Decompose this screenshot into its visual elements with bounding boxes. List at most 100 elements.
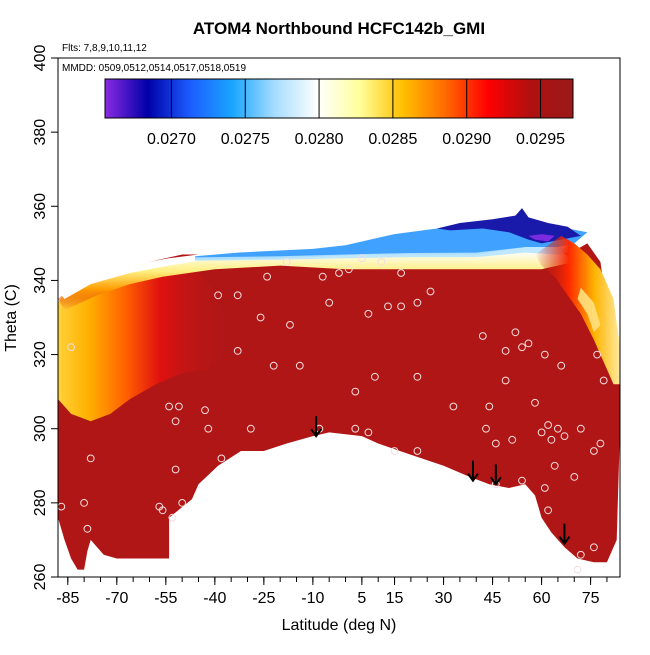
sample-point <box>413 447 422 455</box>
x-tick-label: -25 <box>252 590 275 607</box>
sample-point <box>540 484 549 492</box>
sample-point <box>485 402 494 411</box>
sample-point <box>544 506 552 515</box>
x-tick-label: 60 <box>533 590 551 607</box>
sample-point <box>511 328 520 337</box>
sample-point <box>593 350 601 359</box>
x-tick-label: -10 <box>301 590 324 607</box>
y-axis: 260 280 300 320 340 360 380 400 <box>32 45 58 590</box>
sample-point <box>377 258 386 266</box>
sample-point <box>80 499 88 507</box>
sample-point <box>233 291 242 300</box>
x-tick-label: 75 <box>582 590 600 607</box>
sample-point <box>171 465 180 474</box>
sample-point <box>158 506 167 515</box>
sample-point <box>596 439 605 448</box>
colorbar-tick-label: 0.0290 <box>442 131 491 148</box>
sample-point <box>165 402 174 411</box>
arrow-marker <box>490 464 502 487</box>
arrow-marker <box>467 460 479 483</box>
plot-frame <box>57 57 621 578</box>
sample-point <box>544 421 552 429</box>
sample-point <box>371 372 379 381</box>
y-tick-label: 340 <box>32 267 49 294</box>
sample-point <box>540 350 549 359</box>
y-tick-label: 400 <box>32 45 49 72</box>
colorbar-tick-label: 0.0270 <box>147 131 196 148</box>
sample-point <box>178 499 187 507</box>
x-tick-label: -85 <box>56 590 79 607</box>
sample-point <box>351 424 360 433</box>
y-tick-label: 280 <box>32 489 49 516</box>
x-tick-label: -55 <box>154 590 177 607</box>
sample-point <box>335 269 343 277</box>
sample-point <box>570 473 579 481</box>
x-tick-label: 45 <box>484 590 502 607</box>
sample-point <box>501 376 510 385</box>
arrow-marker <box>310 416 322 438</box>
sample-point <box>263 272 272 281</box>
sample-point <box>201 406 209 415</box>
y-tick-label: 300 <box>32 415 49 442</box>
sample-point <box>397 302 406 311</box>
colorbar-tick-label: 0.0285 <box>368 131 417 148</box>
sample-point <box>413 372 422 381</box>
x-tick-label: -70 <box>105 590 128 607</box>
sample-point <box>168 513 177 522</box>
colorbar-tick-label: 0.0275 <box>221 131 270 148</box>
sample-point <box>246 424 255 433</box>
sample-point <box>286 321 294 329</box>
sample-point <box>397 269 406 277</box>
sample-point <box>364 428 373 437</box>
sample-point <box>550 461 559 470</box>
sample-point <box>67 343 75 352</box>
x-tick-label: 30 <box>435 590 453 607</box>
field-north-core <box>577 287 601 333</box>
sample-point <box>351 387 360 396</box>
sample-point <box>547 435 556 444</box>
plot-area <box>58 208 620 574</box>
sample-point <box>482 424 490 433</box>
field-top-gradient <box>58 250 575 311</box>
y-tick-label: 380 <box>32 119 49 146</box>
subtitle-flights: Flts: 7,8,9,10,11,12 <box>62 43 147 54</box>
x-axis: -85 -70 -55 -40 -25 -10 5 15 30 45 60 75 <box>56 577 608 607</box>
sample-point <box>214 291 223 300</box>
sample-point <box>518 343 526 352</box>
x-axis-label: Latitude (deg N) <box>282 617 397 634</box>
sample-point <box>537 428 546 437</box>
sample-point <box>325 298 334 307</box>
sample-point <box>590 543 598 552</box>
field-top-purple <box>528 234 555 242</box>
sample-point <box>554 424 562 433</box>
sample-points <box>58 254 608 574</box>
sample-point <box>358 254 366 263</box>
colorbar-ticks: 0.0270 0.0275 0.0280 0.0285 0.0290 0.0295 <box>147 79 565 148</box>
sample-point <box>344 265 353 274</box>
sample-point <box>171 417 180 426</box>
sample-point <box>491 439 500 448</box>
sample-point <box>86 454 95 463</box>
colorbar-tick-label: 0.0280 <box>295 131 344 148</box>
x-tick-label: -40 <box>203 590 226 607</box>
sample-point <box>295 361 304 370</box>
y-tick-label: 360 <box>32 193 49 220</box>
sample-point <box>501 347 510 355</box>
sample-point <box>256 313 265 322</box>
sample-point <box>390 447 399 455</box>
sample-point <box>83 524 92 533</box>
field-north-gradient <box>535 235 620 385</box>
heatmap-field <box>58 208 620 570</box>
sample-point <box>508 435 517 444</box>
subtitle-dates: MMDD: 0509,0512,0514,0517,0518,0519 <box>62 63 246 74</box>
sample-point <box>524 339 533 348</box>
sample-point <box>590 447 598 455</box>
chart-title: ATOM4 Northbound HCFC142b_GMI <box>193 19 485 38</box>
arrow-marker <box>558 523 571 546</box>
sample-point <box>175 402 183 411</box>
colorbar-tick-label: 0.0295 <box>516 131 565 148</box>
arrow-markers <box>310 416 571 546</box>
sample-point <box>364 309 373 318</box>
sample-point <box>233 347 242 355</box>
